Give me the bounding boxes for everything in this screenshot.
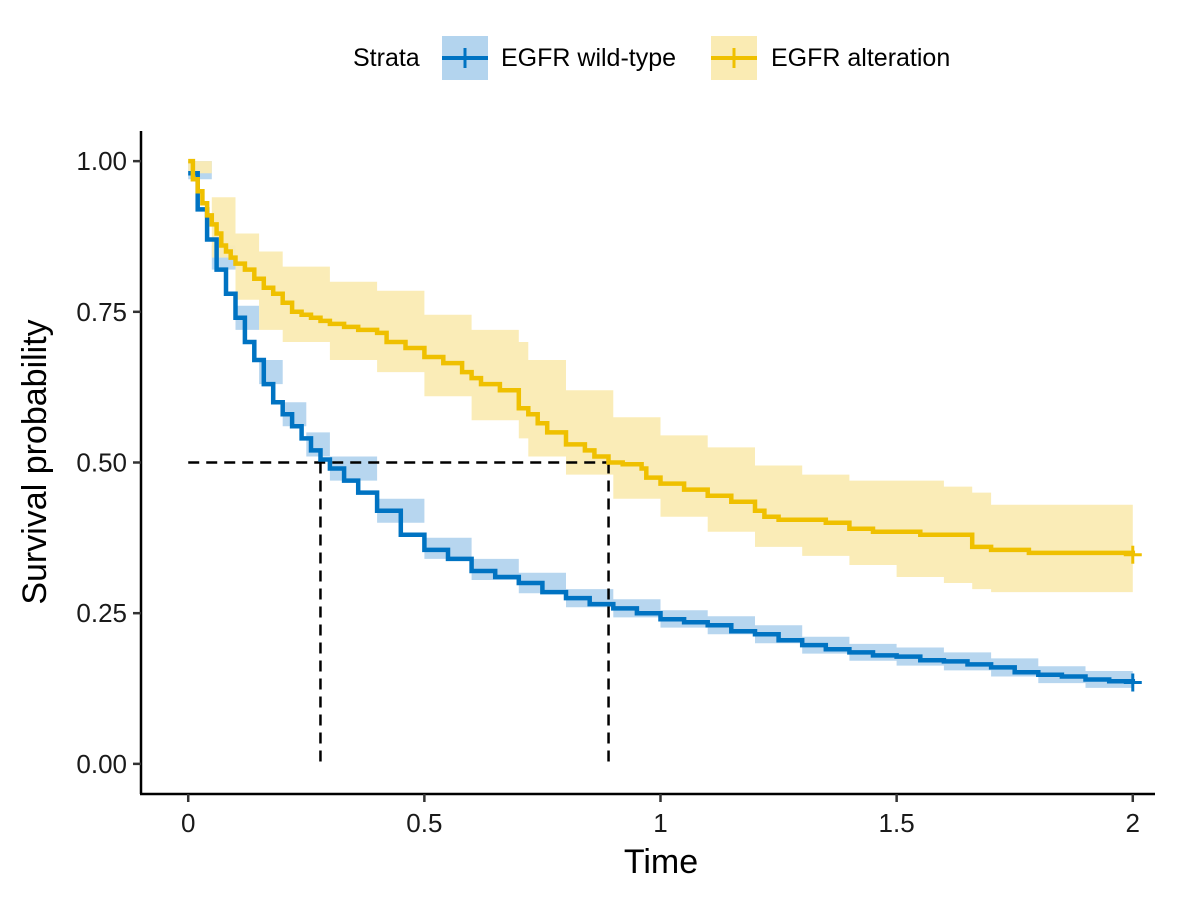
legend-label: EGFR wild-type bbox=[501, 44, 676, 72]
legend-item-egfr-wild-type: EGFR wild-type bbox=[442, 36, 676, 80]
legend-label: EGFR alteration bbox=[771, 44, 950, 72]
y-tick-label: 0.00 bbox=[76, 749, 127, 779]
x-tick-label: 2 bbox=[1126, 808, 1140, 838]
axis-ticks: 0.00 0.25 0.50 0.75 1.00 0 0.5 1 1.5 2 bbox=[76, 146, 1140, 838]
x-axis-title: Time bbox=[624, 843, 698, 881]
legend-item-egfr-alteration: EGFR alteration bbox=[711, 36, 950, 80]
plot-area bbox=[188, 158, 1142, 764]
y-axis-title: Survival probability bbox=[16, 319, 54, 604]
y-tick-label: 1.00 bbox=[76, 146, 127, 176]
y-tick-label: 0.50 bbox=[76, 448, 127, 478]
y-tick-label: 0.25 bbox=[76, 598, 127, 628]
legend: Strata EGFR wild-type EGFR alteration bbox=[353, 36, 950, 80]
x-tick-label: 1 bbox=[653, 808, 667, 838]
x-tick-label: 0 bbox=[181, 808, 195, 838]
survival-curve-egfr-wild-type bbox=[188, 170, 1136, 684]
legend-title: Strata bbox=[353, 44, 420, 72]
y-tick-label: 0.75 bbox=[76, 297, 127, 327]
survival-curve-egfr-alteration bbox=[188, 158, 1136, 556]
confidence-band-egfr-alteration bbox=[188, 161, 1133, 594]
x-tick-label: 0.5 bbox=[406, 808, 442, 838]
x-tick-label: 1.5 bbox=[879, 808, 915, 838]
